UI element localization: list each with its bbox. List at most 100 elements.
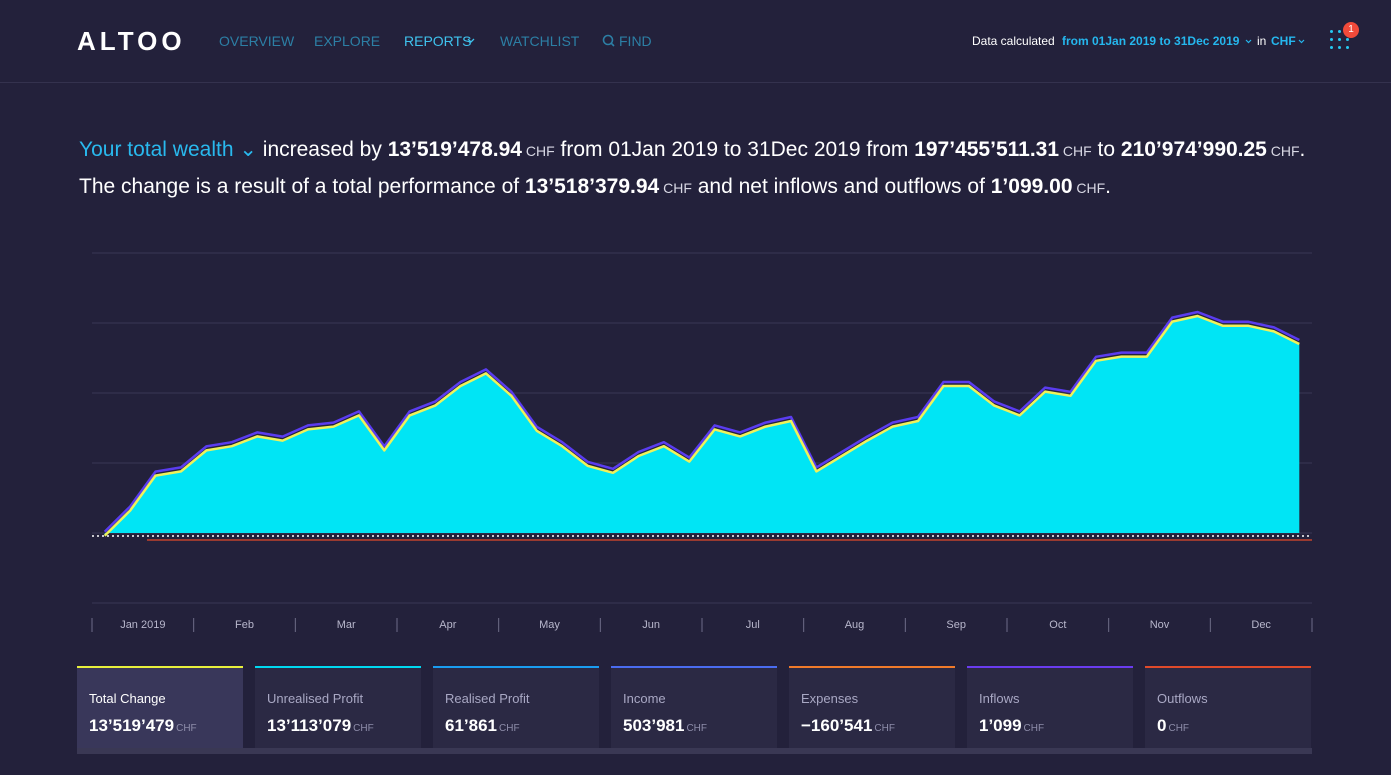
amount: 13’518’379.94 <box>524 175 660 198</box>
card-value-row: 503’981 CHF <box>623 716 707 736</box>
summary-card[interactable]: Income 503’981 CHF <box>611 666 777 748</box>
x-tick-label: Dec <box>1251 619 1271 631</box>
card-label: Realised Profit <box>445 691 530 706</box>
x-tick-label: May <box>539 619 560 631</box>
summary-card[interactable]: Expenses −160’541 CHF <box>789 666 955 748</box>
nav-watchlist[interactable]: WATCHLIST <box>500 33 580 49</box>
nav-explore[interactable]: EXPLORE <box>314 33 381 49</box>
currency-selector[interactable]: CHF <box>1271 34 1296 48</box>
text: . <box>1299 138 1306 161</box>
dropdown-caret <box>467 38 475 43</box>
summary-line: Your total wealth ⌄ increased by 13’519’… <box>79 132 1305 169</box>
dot <box>1338 38 1341 41</box>
card-unit: CHF <box>686 723 708 734</box>
x-tick-label: Apr <box>439 619 456 631</box>
card-value-row: 0 CHF <box>1157 716 1189 736</box>
card-label: Income <box>623 691 666 706</box>
logo[interactable]: ALTOO <box>77 26 186 56</box>
summary: Your total wealth ⌄ increased by 13’519’… <box>79 132 1305 206</box>
card-unit: CHF <box>874 723 895 734</box>
x-tick-label: Jun <box>642 619 660 631</box>
summary-card[interactable]: Inflows 1’099 CHF <box>967 666 1133 748</box>
unit: CHF <box>1266 143 1300 159</box>
notification-badge[interactable]: 1 <box>1343 22 1359 38</box>
nav-icons <box>467 34 1305 47</box>
card-value: 61’861 <box>445 716 497 735</box>
dot <box>1346 38 1349 41</box>
dot <box>1338 30 1341 33</box>
text: to <box>1091 138 1121 161</box>
card-value: 13’519’479 <box>89 716 175 735</box>
nav-overview[interactable]: OVERVIEW <box>219 33 295 49</box>
summary-card[interactable]: Outflows 0 CHF <box>1145 666 1311 748</box>
x-tick-label: Mar <box>337 619 356 631</box>
card-value: 0 <box>1157 716 1167 735</box>
apps-menu[interactable] <box>1330 30 1352 52</box>
dot <box>1330 38 1333 41</box>
wealth-selector[interactable]: Your total wealth <box>79 138 234 161</box>
caret: ⌄ <box>233 138 257 161</box>
card-value-row: 1’099 CHF <box>979 716 1044 736</box>
summary-card[interactable]: Unrealised Profit 13’113’079 CHF <box>255 666 421 748</box>
unit: CHF <box>1059 143 1092 159</box>
x-tick-label: Jan 2019 <box>120 619 165 631</box>
nav-find[interactable]: FIND <box>619 33 652 49</box>
x-tick-label: Nov <box>1150 619 1170 631</box>
text: and net inflows and outflows of <box>691 175 991 198</box>
x-tick-label: Jul <box>746 619 760 631</box>
card-value: 13’113’079 <box>267 716 352 735</box>
period-selector[interactable]: from 01Jan 2019 to 31Dec 2019 <box>1062 34 1240 48</box>
card-label: Outflows <box>1157 691 1208 706</box>
card-label: Inflows <box>979 691 1020 706</box>
search-icon <box>602 34 614 46</box>
nav-reports[interactable]: REPORTS <box>404 33 472 49</box>
card-value: 503’981 <box>623 716 685 735</box>
area <box>104 316 1300 536</box>
card-unit: CHF <box>353 723 374 734</box>
amount: 1’099.00 <box>990 175 1073 198</box>
top-nav: ALTOO OVERVIEW EXPLORE REPORTS WATCHLIST… <box>0 0 1391 83</box>
dot <box>1346 46 1349 49</box>
in-label: in <box>1257 34 1267 48</box>
area-line <box>103 314 1300 537</box>
dot <box>1330 46 1333 49</box>
amount: 13’519’478.94 <box>387 138 522 161</box>
text: increased by <box>256 138 388 161</box>
unit: CHF <box>659 180 692 196</box>
x-tick-label: Feb <box>235 619 254 631</box>
amount: 210’974’990.25 <box>1120 138 1267 161</box>
data-calculated-label: Data calculated <box>972 34 1055 48</box>
card-value-row: −160’541 CHF <box>801 716 895 736</box>
card-value-row: 13’113’079 CHF <box>267 716 374 736</box>
cards-footer <box>77 748 1312 754</box>
dropdown-caret <box>1298 39 1305 44</box>
cards: Total Change 13’519’479 CHF Unrealised Prof… <box>77 666 1312 754</box>
summary-card[interactable]: Total Change 13’519’479 CHF <box>77 666 243 748</box>
amount: 197’455’511.31 <box>914 138 1060 161</box>
card-value-row: 61’861 CHF <box>445 716 520 736</box>
card-label: Expenses <box>801 691 859 706</box>
card-value: 1’099 <box>979 716 1022 735</box>
card-label: Unrealised Profit <box>267 691 364 706</box>
chart: Jan 2019 Feb Mar Apr May Jun Jul Aug Sep Oct Nov De… <box>91 252 1313 632</box>
card-value-row: 13’519’479 CHF <box>89 716 197 736</box>
card-unit: CHF <box>1168 723 1190 734</box>
card-unit: CHF <box>1023 723 1045 734</box>
x-tick-label: Aug <box>845 619 865 631</box>
dropdown-caret <box>1245 39 1252 44</box>
card-label: Total Change <box>89 691 166 706</box>
card-unit: CHF <box>176 723 197 734</box>
card-unit: CHF <box>499 723 520 734</box>
dot <box>1338 46 1341 49</box>
summary-card[interactable]: Realised Profit 61’861 CHF <box>433 666 599 748</box>
search-icon <box>610 42 615 47</box>
unit: CHF <box>521 143 555 159</box>
text: from 01Jan 2019 to 31Dec 2019 from <box>554 138 915 161</box>
x-tick-label: Oct <box>1049 619 1066 631</box>
unit: CHF <box>1072 180 1106 196</box>
x-tick-label: Sep <box>946 619 966 631</box>
text: The change is a result of a total perfor… <box>79 175 525 198</box>
text: . <box>1105 175 1112 198</box>
dot <box>1330 30 1333 33</box>
